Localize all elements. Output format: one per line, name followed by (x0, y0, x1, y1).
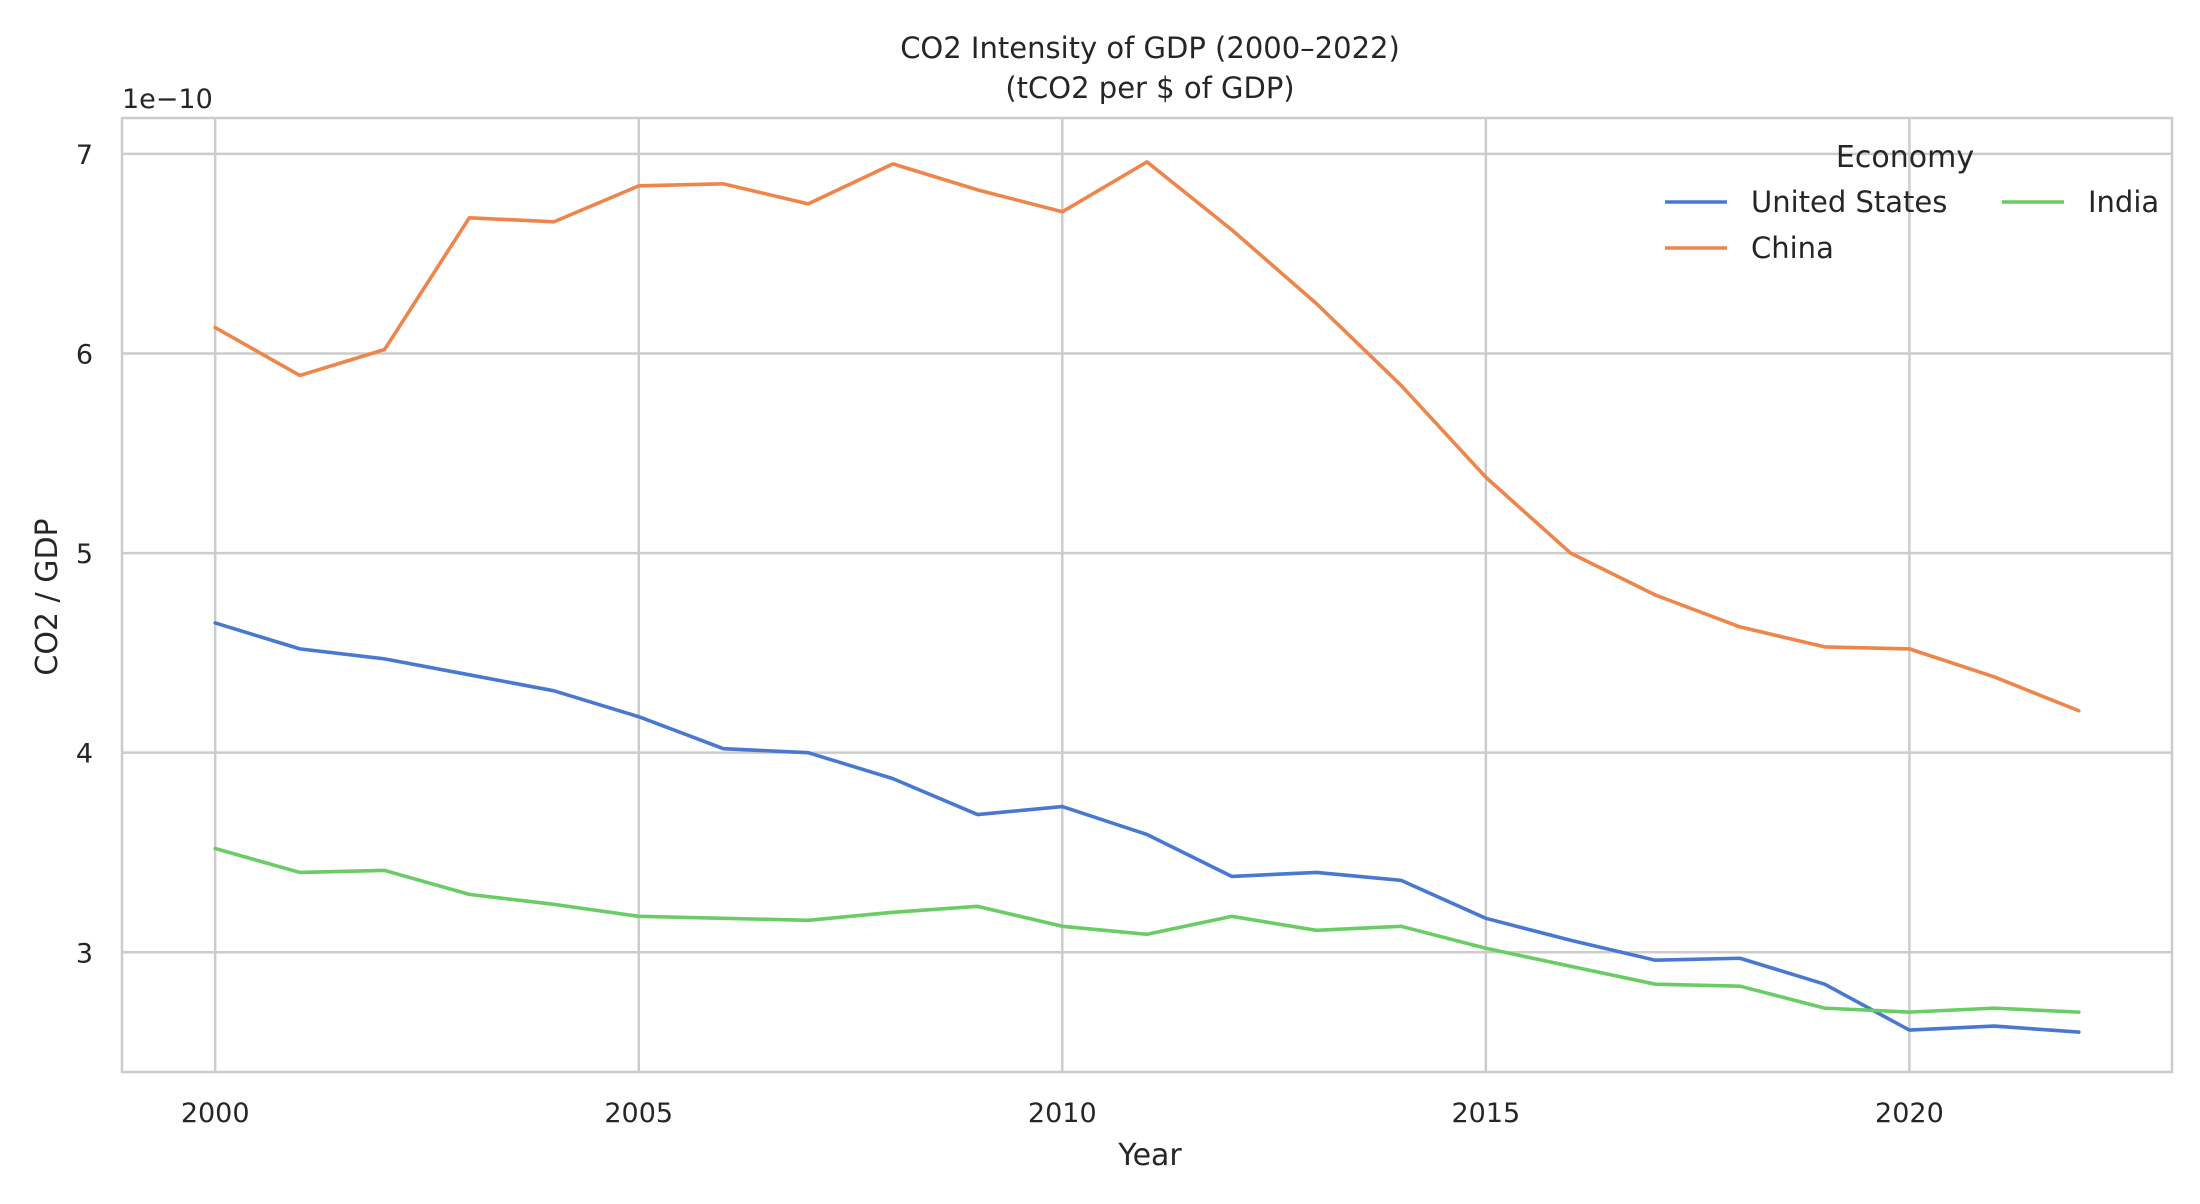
y-tick-label: 6 (76, 340, 93, 371)
legend-label-india: India (2088, 185, 2159, 219)
x-axis-label: Year (1117, 1138, 1182, 1173)
tick-layer: 2000 2005 2010 2015 2020 3 4 5 6 7 (76, 140, 1944, 1129)
series-line-united-states (213, 621, 2081, 1034)
chart-subtitle: (tCO2 per $ of GDP) (1005, 71, 1294, 105)
y-tick-label: 4 (76, 739, 93, 770)
legend: Economy United States China India (1665, 140, 2159, 265)
series-layer (213, 160, 2081, 1034)
y-offset-label: 1e−10 (122, 84, 213, 115)
x-tick-label: 2015 (1451, 1098, 1520, 1129)
legend-label-china: China (1751, 231, 1834, 265)
legend-title: Economy (1836, 140, 1974, 175)
x-tick-label: 2000 (181, 1098, 250, 1129)
grid-layer (122, 118, 2172, 1072)
y-tick-label: 5 (76, 539, 93, 570)
x-tick-label: 2005 (604, 1098, 673, 1129)
legend-items: United States China India (1665, 185, 2159, 265)
series-line-india (213, 846, 2081, 1014)
y-tick-label: 7 (76, 140, 93, 171)
x-tick-label: 2020 (1875, 1098, 1944, 1129)
y-tick-label: 3 (76, 938, 93, 969)
plot-frame (120, 116, 2174, 1074)
series-line-china (213, 160, 2081, 713)
y-axis-label: CO2 / GDP (30, 518, 65, 675)
x-tick-label: 2010 (1028, 1098, 1097, 1129)
legend-label-united-states: United States (1751, 185, 1947, 219)
chart-title: CO2 Intensity of GDP (2000–2022) (900, 31, 1400, 65)
